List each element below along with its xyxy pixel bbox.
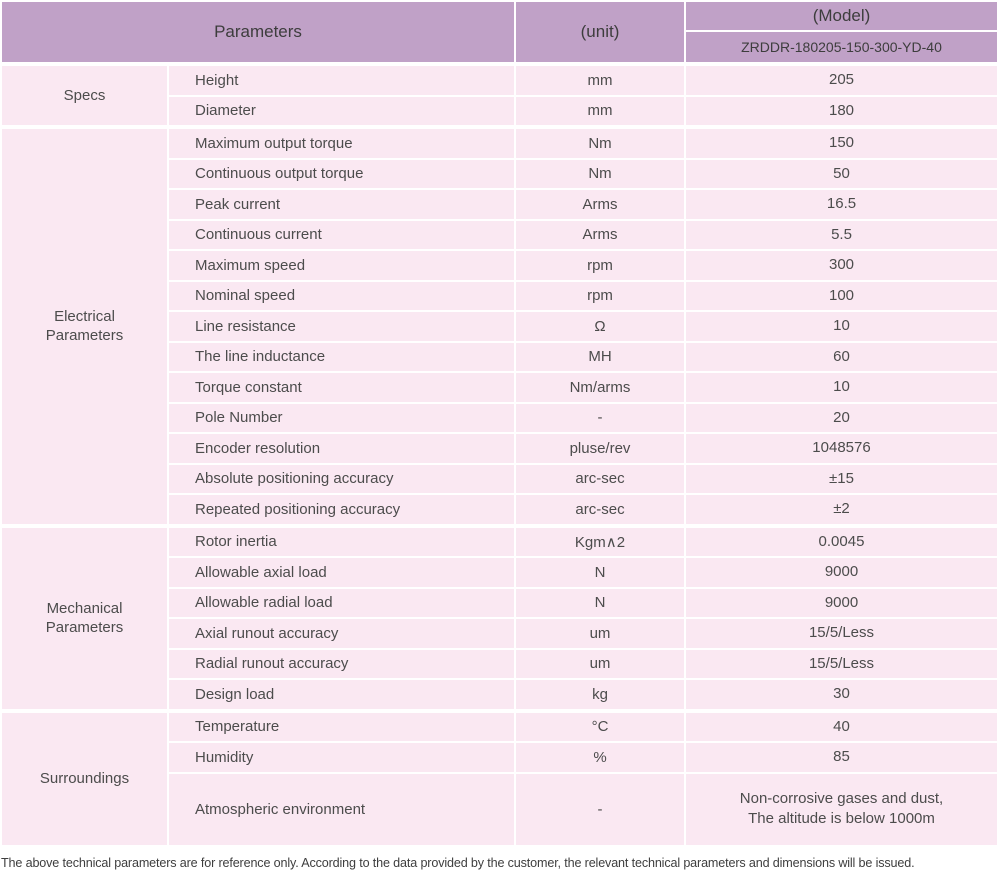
param-cell: Temperature: [169, 712, 514, 741]
unit-cell: -: [516, 773, 684, 845]
value-cell: 30: [686, 680, 997, 709]
value-cell: 16.5: [686, 190, 997, 219]
unit-cell: mm: [516, 96, 684, 125]
param-cell: Absolute positioning accuracy: [169, 464, 514, 493]
group-specs: Specs Height mm 205 Diameter mm 180: [2, 66, 997, 125]
group-mechanical-parameters: Mechanical Parameters Rotor inertia Kgm∧…: [2, 527, 997, 709]
unit-cell: kg: [516, 680, 684, 709]
param-cell: Continuous current: [169, 220, 514, 249]
param-cell: The line inductance: [169, 342, 514, 371]
value-cell: 10: [686, 373, 997, 402]
param-cell: Humidity: [169, 743, 514, 772]
unit-cell: rpm: [516, 251, 684, 280]
value-cell: 50: [686, 159, 997, 188]
param-cell: Rotor inertia: [169, 527, 514, 556]
param-cell: Allowable axial load: [169, 558, 514, 587]
unit-cell: um: [516, 649, 684, 678]
unit-cell: MH: [516, 342, 684, 371]
unit-cell: mm: [516, 66, 684, 95]
header-unit-cell: (unit): [516, 2, 684, 62]
param-cell: Nominal speed: [169, 281, 514, 310]
unit-cell: Arms: [516, 190, 684, 219]
group-label: Specs: [2, 66, 167, 125]
param-cell: Allowable radial load: [169, 588, 514, 617]
unit-cell: Kgm∧2: [516, 527, 684, 556]
unit-cell: -: [516, 403, 684, 432]
unit-cell: pluse/rev: [516, 434, 684, 463]
group-label: Surroundings: [2, 712, 167, 845]
value-cell: ±2: [686, 495, 997, 524]
footer-note: The above technical parameters are for r…: [1, 855, 915, 870]
value-cell: 300: [686, 251, 997, 280]
unit-cell: Nm: [516, 129, 684, 158]
header-model-value-cell: ZRDDR-180205-150-300-YD-40: [686, 32, 997, 62]
group-surroundings: Surroundings Temperature °C 40 Humidity …: [2, 712, 997, 845]
param-cell: Radial runout accuracy: [169, 649, 514, 678]
value-cell: 100: [686, 281, 997, 310]
parameters-table: Parameters (unit) (Model) ZRDDR-180205-1…: [2, 2, 997, 845]
param-cell: Torque constant: [169, 373, 514, 402]
param-cell: Repeated positioning accuracy: [169, 495, 514, 524]
unit-cell: °C: [516, 712, 684, 741]
group-label: Electrical Parameters: [2, 129, 167, 524]
header-parameters-cell: Parameters: [2, 2, 514, 62]
param-cell: Encoder resolution: [169, 434, 514, 463]
value-cell: 0.0045: [686, 527, 997, 556]
unit-cell: Ω: [516, 312, 684, 341]
param-cell: Diameter: [169, 96, 514, 125]
value-cell: 20: [686, 403, 997, 432]
value-cell: 9000: [686, 588, 997, 617]
table-header: Parameters (unit) (Model) ZRDDR-180205-1…: [2, 2, 997, 62]
value-cell: 9000: [686, 558, 997, 587]
unit-cell: arc-sec: [516, 464, 684, 493]
unit-cell: N: [516, 588, 684, 617]
param-cell: Maximum speed: [169, 251, 514, 280]
value-cell: 15/5/Less: [686, 619, 997, 648]
unit-cell: %: [516, 743, 684, 772]
unit-cell: Nm/arms: [516, 373, 684, 402]
value-cell: ±15: [686, 464, 997, 493]
value-cell: 150: [686, 129, 997, 158]
header-model-cell: (Model): [686, 2, 997, 30]
value-cell: 85: [686, 743, 997, 772]
value-cell: 15/5/Less: [686, 649, 997, 678]
param-cell: Atmospheric environment: [169, 773, 514, 845]
param-cell: Continuous output torque: [169, 159, 514, 188]
value-cell: Non-corrosive gases and dust, The altitu…: [686, 773, 997, 845]
value-cell: 10: [686, 312, 997, 341]
param-cell: Pole Number: [169, 403, 514, 432]
value-cell: 60: [686, 342, 997, 371]
unit-cell: rpm: [516, 281, 684, 310]
unit-cell: arc-sec: [516, 495, 684, 524]
unit-cell: N: [516, 558, 684, 587]
value-cell: 205: [686, 66, 997, 95]
param-cell: Peak current: [169, 190, 514, 219]
unit-cell: um: [516, 619, 684, 648]
param-cell: Axial runout accuracy: [169, 619, 514, 648]
unit-cell: Arms: [516, 220, 684, 249]
param-cell: Height: [169, 66, 514, 95]
value-cell: 180: [686, 96, 997, 125]
value-cell: 1048576: [686, 434, 997, 463]
unit-cell: Nm: [516, 159, 684, 188]
group-electrical-parameters: Electrical Parameters Maximum output tor…: [2, 129, 997, 524]
param-cell: Maximum output torque: [169, 129, 514, 158]
value-cell: 5.5: [686, 220, 997, 249]
param-cell: Design load: [169, 680, 514, 709]
value-cell: 40: [686, 712, 997, 741]
group-label: Mechanical Parameters: [2, 527, 167, 709]
param-cell: Line resistance: [169, 312, 514, 341]
